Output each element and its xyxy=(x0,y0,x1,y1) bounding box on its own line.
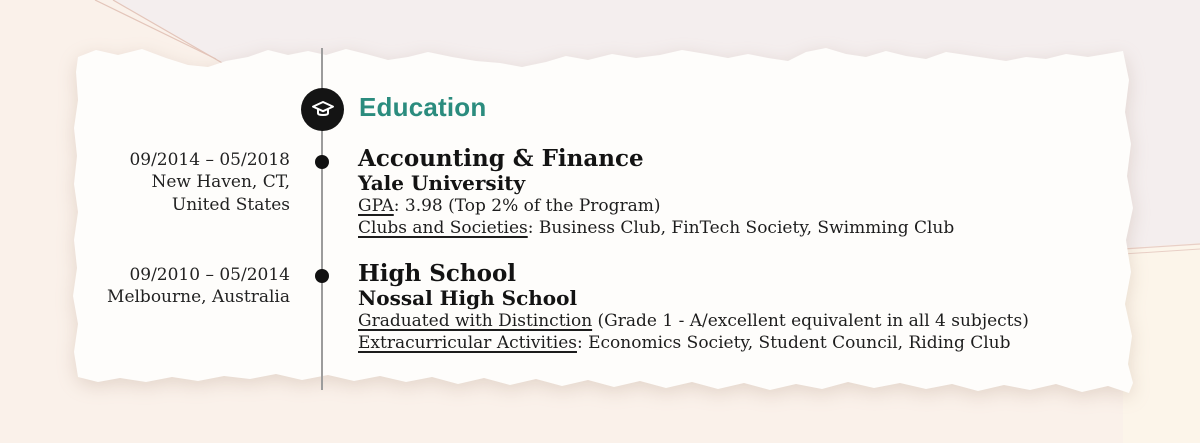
degree-title: High School xyxy=(358,260,517,287)
location-line: New Haven, CT, xyxy=(151,172,290,193)
education-entry: Accounting & Finance Yale University GPA… xyxy=(358,146,1118,239)
detail-label: Clubs and Societies xyxy=(358,218,528,238)
detail-label: GPA xyxy=(358,196,394,216)
section-title: Education xyxy=(359,92,487,122)
detail-line: Clubs and Societies: Business Club, FinT… xyxy=(358,217,1118,239)
detail-line: GPA: 3.98 (Top 2% of the Program) xyxy=(358,195,1118,217)
detail-line: Graduated with Distinction (Grade 1 - A/… xyxy=(358,310,1118,332)
entry-dates: 09/2014 – 05/2018 New Haven, CT, United … xyxy=(40,149,290,216)
detail-label: Graduated with Distinction xyxy=(358,311,593,331)
timeline-dot xyxy=(315,155,329,169)
location-line: United States xyxy=(171,194,290,215)
detail-text: : 3.98 (Top 2% of the Program) xyxy=(393,196,661,216)
entry-dates: 09/2010 – 05/2014 Melbourne, Australia xyxy=(40,264,290,309)
location-line: Melbourne, Australia xyxy=(107,287,290,308)
detail-text: : Business Club, FinTech Society, Swimmi… xyxy=(527,218,955,238)
education-entry: High School Nossal High School Graduated… xyxy=(358,261,1118,354)
institution-name: Yale University xyxy=(358,171,526,195)
education-icon-badge xyxy=(301,88,344,131)
detail-text: (Grade 1 - A/excellent equivalent in all… xyxy=(592,311,1029,331)
detail-label: Extracurricular Activities xyxy=(358,333,577,353)
degree-title: Accounting & Finance xyxy=(358,145,644,172)
detail-line: Extracurricular Activities: Economics So… xyxy=(358,332,1118,354)
institution-name: Nossal High School xyxy=(358,286,578,310)
detail-text: : Economics Society, Student Council, Ri… xyxy=(576,333,1011,353)
date-range: 09/2014 – 05/2018 xyxy=(129,150,290,170)
date-range: 09/2010 – 05/2014 xyxy=(129,265,290,285)
graduation-cap-icon xyxy=(311,100,334,116)
timeline-dot xyxy=(315,269,329,283)
timeline-line xyxy=(321,48,323,390)
